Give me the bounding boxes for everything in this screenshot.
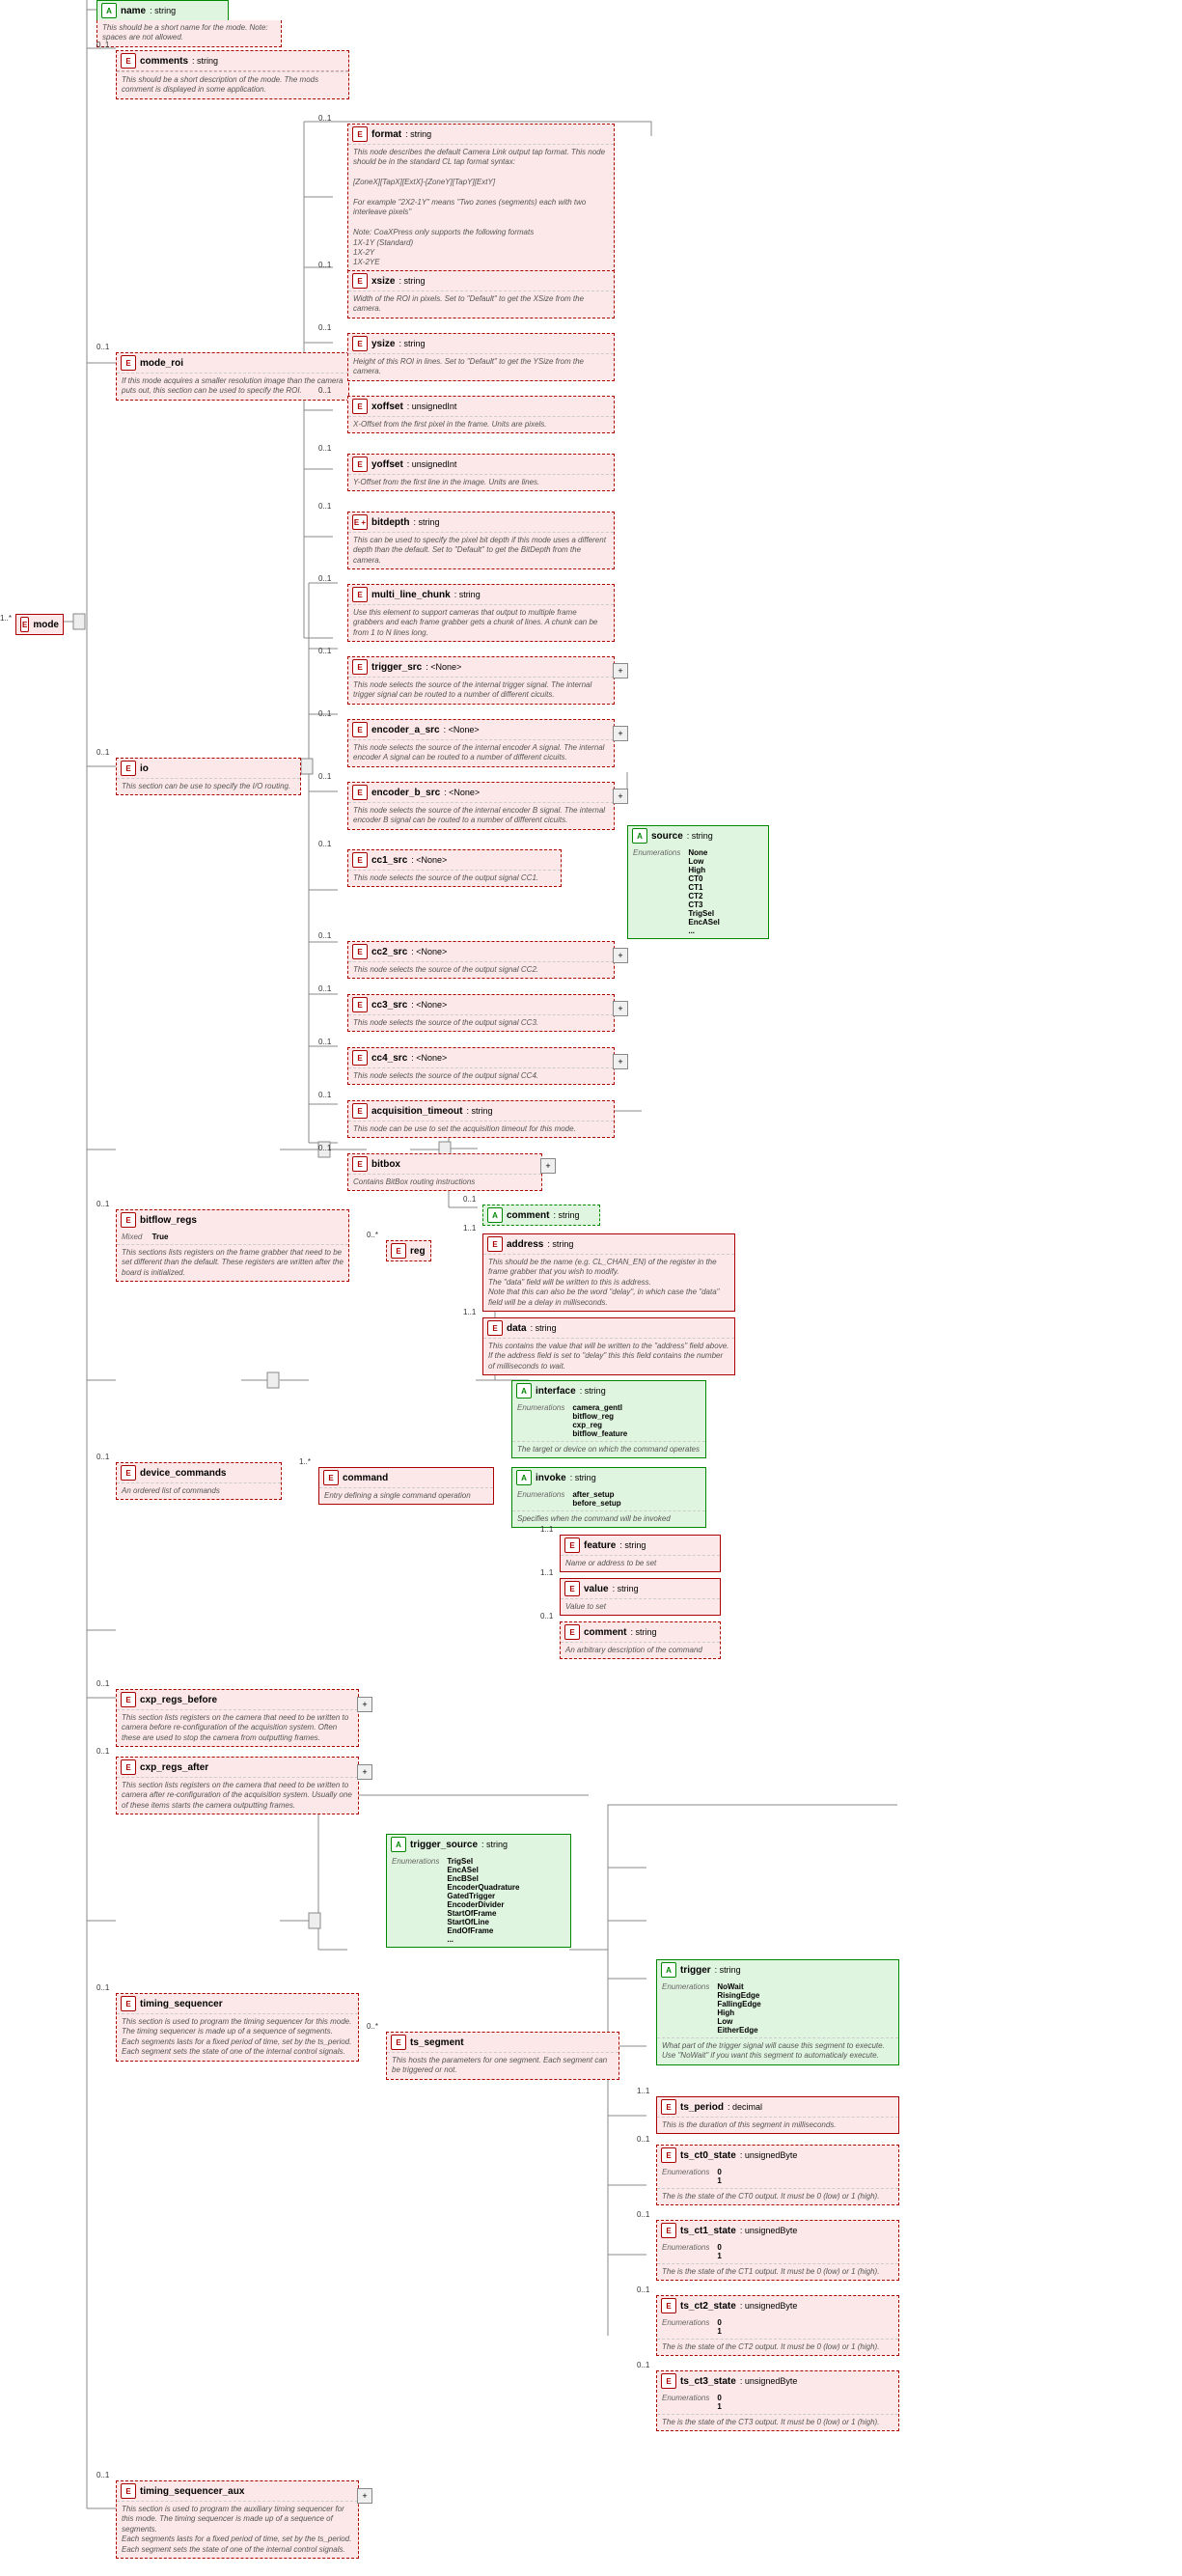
node-interface: Ainterface: string Enumerationscamera_ge… xyxy=(511,1380,706,1458)
node-comments: Ecomments: string This should be a short… xyxy=(116,50,349,99)
node-cmd-comment: Ecomment: string An arbitrary descriptio… xyxy=(560,1621,721,1659)
node-timing-sequencer-aux: Etiming_sequencer_aux This section is us… xyxy=(116,2480,359,2559)
node-trigger-source: Atrigger_source: string EnumerationsTrig… xyxy=(386,1834,571,1948)
node-cc4-src: Ecc4_src: <None> This node selects the s… xyxy=(347,1047,615,1085)
node-io: Eio This section can be use to specify t… xyxy=(116,758,301,795)
node-encoder-b-src: Eencoder_b_src: <None> This node selects… xyxy=(347,782,615,830)
node-trigger-src: Etrigger_src: <None> This node selects t… xyxy=(347,656,615,705)
expander-icon[interactable]: + xyxy=(613,1054,628,1069)
node-timing-sequencer: Etiming_sequencer This section is used t… xyxy=(116,1993,359,2062)
node-yoffset: Eyoffset: unsignedInt Y-Offset from the … xyxy=(347,454,615,491)
expander-icon[interactable]: + xyxy=(613,663,628,679)
card-mode: 1..* xyxy=(0,614,12,623)
desc-name: This should be a short name for the mode… xyxy=(96,20,282,47)
expander-icon[interactable]: + xyxy=(613,1001,628,1016)
node-cc1-src: Ecc1_src: <None> This node selects the s… xyxy=(347,849,562,887)
node-bitflow-regs: Ebitflow_regs Mixed True This sections l… xyxy=(116,1209,349,1282)
node-mode-roi: Emode_roi If this mode acquires a smalle… xyxy=(116,352,349,401)
node-xsize: Exsize: string Width of the ROI in pixel… xyxy=(347,270,615,319)
node-ts-period: Ets_period: decimal This is the duration… xyxy=(656,2096,899,2134)
node-source: Asource: string EnumerationsNone Low Hig… xyxy=(627,825,769,939)
node-value: Evalue: string Value to set xyxy=(560,1578,721,1616)
expander-icon[interactable]: + xyxy=(540,1158,556,1174)
node-ts-ct3: Ets_ct3_state: unsignedByte Enumerations… xyxy=(656,2370,899,2431)
node-acquisition-timeout: Eacquisition_timeout: string This node c… xyxy=(347,1100,615,1138)
node-cxp-regs-after: Ecxp_regs_after This section lists regis… xyxy=(116,1757,359,1814)
node-address: Eaddress: string This should be the name… xyxy=(482,1233,735,1312)
node-ts-ct0: Ets_ct0_state: unsignedByte Enumerations… xyxy=(656,2145,899,2205)
node-device-commands: Edevice_commands An ordered list of comm… xyxy=(116,1462,282,1500)
node-name: Aname: string xyxy=(96,0,229,21)
node-ts-ct1: Ets_ct1_state: unsignedByte Enumerations… xyxy=(656,2220,899,2281)
node-xoffset: Exoffset: unsignedInt X-Offset from the … xyxy=(347,396,615,433)
node-ysize: Eysize: string Height of this ROI in lin… xyxy=(347,333,615,381)
node-cc3-src: Ecc3_src: <None> This node selects the s… xyxy=(347,994,615,1032)
node-bitdepth: E +bitdepth: string This can be used to … xyxy=(347,512,615,569)
node-invoke: Ainvoke: string Enumerationsafter_setup … xyxy=(511,1467,706,1528)
expander-icon[interactable]: + xyxy=(613,726,628,741)
node-trigger: Atrigger: string EnumerationsNoWait Risi… xyxy=(656,1959,899,2065)
node-ts-ct2: Ets_ct2_state: unsignedByte Enumerations… xyxy=(656,2295,899,2356)
node-data: Edata: string This contains the value th… xyxy=(482,1317,735,1375)
node-cxp-regs-before: Ecxp_regs_before This section lists regi… xyxy=(116,1689,359,1747)
node-mode: Emode xyxy=(15,614,64,635)
node-reg-comment: Acomment: string xyxy=(482,1205,600,1226)
expander-icon[interactable]: + xyxy=(613,789,628,804)
badge-e: E xyxy=(20,617,29,632)
expander-icon[interactable]: + xyxy=(613,948,628,963)
expander-icon[interactable]: + xyxy=(357,2488,372,2504)
node-encoder-a-src: Eencoder_a_src: <None> This node selects… xyxy=(347,719,615,767)
node-format: Eformat: string This node describes the … xyxy=(347,124,615,272)
node-bitbox: Ebitbox Contains BitBox routing instruct… xyxy=(347,1153,542,1191)
node-command: Ecommand Entry defining a single command… xyxy=(318,1467,494,1505)
node-multi-line-chunk: Emulti_line_chunk: string Use this eleme… xyxy=(347,584,615,642)
node-reg: Ereg xyxy=(386,1240,431,1261)
node-cc2-src: Ecc2_src: <None> This node selects the s… xyxy=(347,941,615,979)
expander-icon[interactable]: + xyxy=(357,1764,372,1780)
node-ts-segment: Ets_segment This hosts the parameters fo… xyxy=(386,2032,619,2080)
expander-icon[interactable]: + xyxy=(357,1697,372,1712)
node-feature: Efeature: string Name or address to be s… xyxy=(560,1535,721,1572)
